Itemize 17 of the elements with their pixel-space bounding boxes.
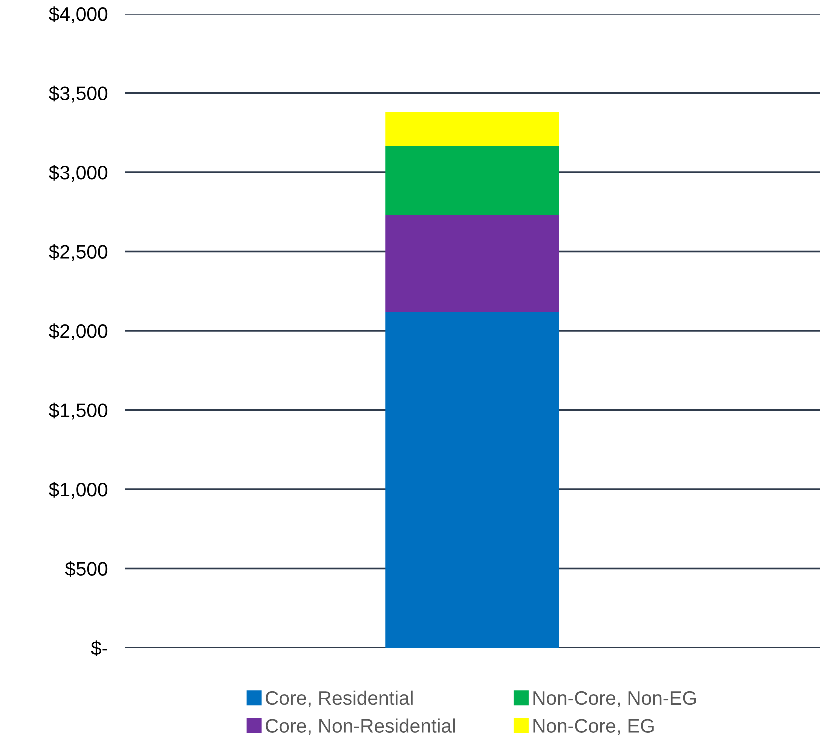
bar [386, 312, 560, 648]
y-tick-label: $2,500 [49, 244, 108, 262]
bar [386, 112, 560, 146]
y-tick-label: $500 [65, 561, 108, 578]
y-tick-label: $3,000 [49, 165, 108, 182]
legend-label: Non-Core, Non-EG [534, 691, 696, 708]
y-tick-label: $4,000 [49, 6, 108, 24]
legend-label: Core, Non-Residential [266, 718, 456, 736]
y-tick-label: $1,000 [49, 482, 108, 500]
y-tick-label: $- [91, 640, 108, 656]
legend-label: Non-Core, EG [534, 719, 654, 736]
legend-label: Core, Residential [266, 690, 413, 708]
y-tick-label: $2,000 [49, 324, 108, 341]
y-tick-label: $1,500 [49, 402, 108, 420]
bar [386, 146, 560, 216]
bar [386, 215, 560, 312]
y-tick-label: $3,500 [49, 86, 108, 103]
